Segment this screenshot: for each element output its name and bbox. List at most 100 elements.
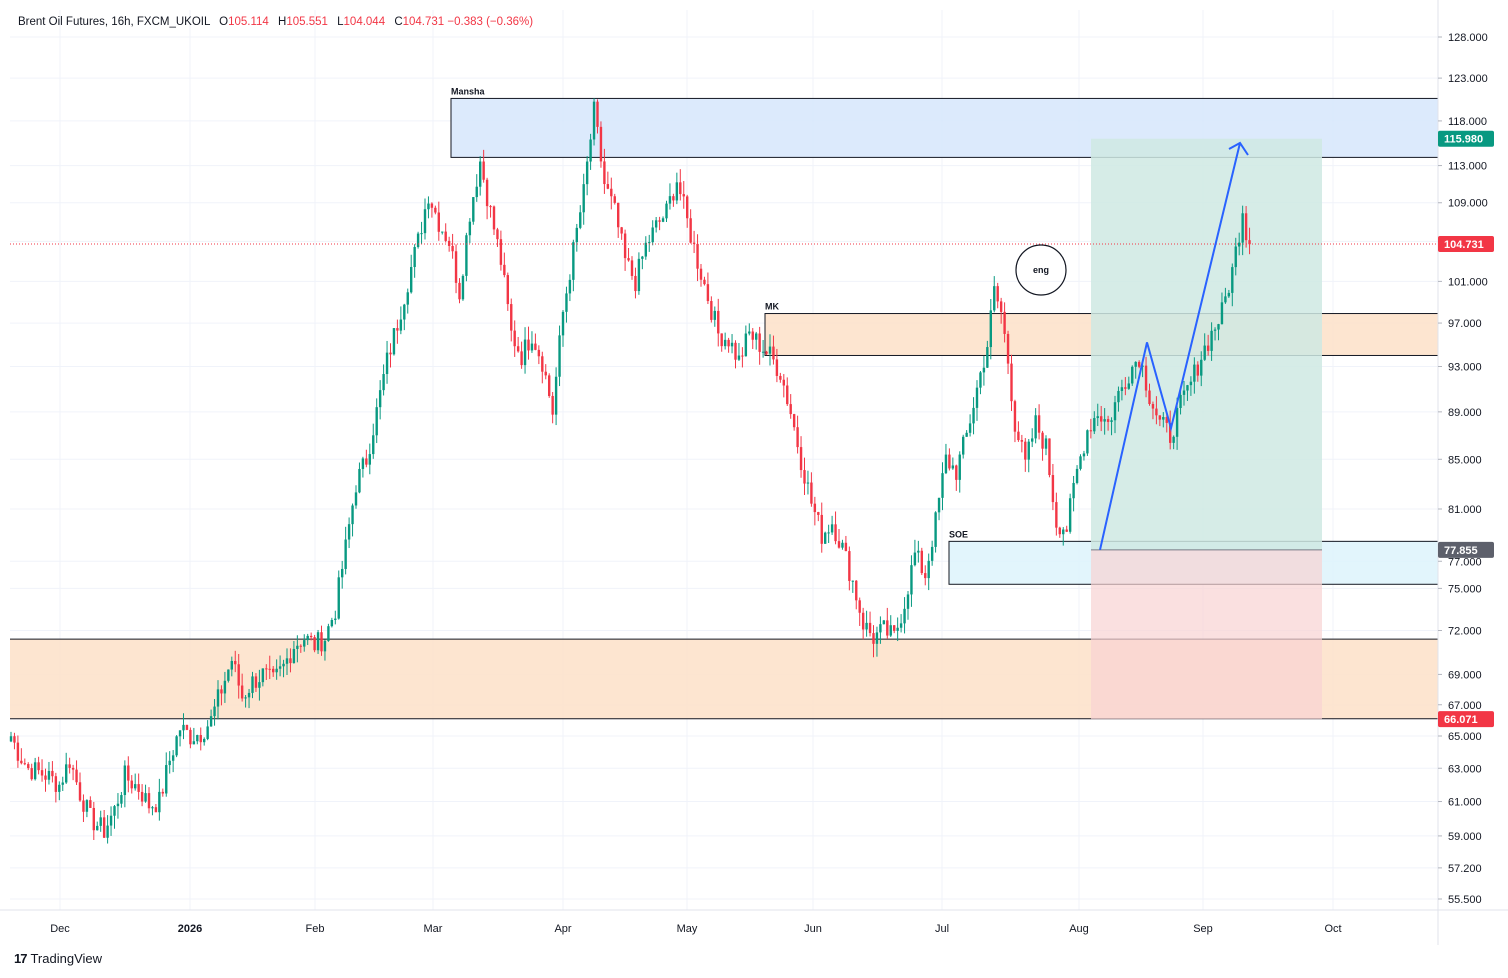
candle [889,615,892,637]
price-tag-green: 115.980 [1438,130,1494,147]
candle [755,331,758,350]
candle [1110,417,1113,436]
candle-body [1075,468,1079,483]
candle-body [365,458,368,465]
candle [744,325,748,357]
candle-body [772,346,775,360]
candle [1113,395,1117,434]
candle-body [565,293,568,312]
candle [820,502,823,553]
candle-body [917,550,920,553]
candle-body [334,618,337,620]
candle-body [1217,324,1220,330]
candle-body [178,730,182,737]
candle-body [479,161,482,187]
price-tag-label: 104.731 [1444,239,1484,251]
chart-header: Brent Oil Futures, 16h, FXCM_UKOIL O105.… [18,16,533,28]
candle-body [465,235,468,276]
candle [1224,287,1227,304]
candle [158,778,161,821]
candle-body [1113,402,1117,421]
candle [499,230,503,271]
candle [292,640,296,664]
candle [413,244,416,278]
candle-body [75,769,78,783]
candle-body [85,800,89,812]
candle-body [1013,401,1017,432]
candle-body [1148,390,1151,404]
candle-body [696,243,699,269]
candle-body [789,404,792,415]
candle-body [282,663,285,667]
candle [1096,403,1099,426]
candle [772,335,775,365]
candle [903,597,906,634]
candle-body [720,333,723,347]
candle-body [606,184,610,189]
candle [140,784,144,807]
candle-body [913,552,917,566]
price-tag-box [1438,130,1494,147]
candle [1068,493,1072,534]
price-tag-red: 66.071 [1438,711,1494,728]
candle-body [1169,422,1172,443]
candle-body [1213,329,1217,331]
candle-body [516,346,520,352]
candle-body [958,454,961,480]
candle [855,580,858,610]
candle-body [351,505,354,525]
candle [403,303,406,331]
candle-body [948,454,951,469]
candle-body [824,532,827,544]
price-tick-label: 61.000 [1448,797,1482,809]
candle [861,607,865,640]
candle [13,732,16,750]
time-tick-label: Feb [306,923,325,935]
candle-body [423,209,427,234]
candle-body [1158,415,1162,420]
candle [85,799,89,818]
candle-body [1196,364,1199,376]
candle [58,781,61,801]
candle [968,414,972,437]
candle-body [575,227,578,243]
candle-body [361,458,365,469]
candle-body [679,182,682,195]
candle [592,98,596,146]
candle [461,274,465,301]
candle [265,664,268,680]
candle [734,340,737,369]
price-tick-label: 59.000 [1448,831,1482,843]
candle [434,205,437,215]
candle [344,526,347,575]
candle-body [489,206,492,208]
candle [185,724,189,731]
candle-body [644,242,647,257]
candle [572,239,575,292]
candle-body [92,807,95,831]
candle [234,650,237,673]
price-axis: 128.000123.000118.000113.000109.000105.0… [1437,0,1494,910]
tradingview-logo[interactable]: 17 TradingView [14,951,102,966]
time-tick-label: Jul [935,923,949,935]
candle [485,177,489,220]
candle-body [1224,296,1227,303]
candle-body [886,620,889,636]
candle-body [378,390,382,408]
candle-body [741,355,744,357]
candle [120,791,123,808]
candle [589,133,592,170]
candle [1189,376,1193,396]
candle-body [123,765,127,796]
candle [899,614,903,633]
price-tag-box [1438,541,1494,558]
candle [151,805,154,816]
candle-body [1096,416,1099,419]
candle [109,806,113,836]
candle [837,529,841,549]
candle [682,181,685,209]
candle-body [1124,387,1127,389]
candle [886,607,889,639]
